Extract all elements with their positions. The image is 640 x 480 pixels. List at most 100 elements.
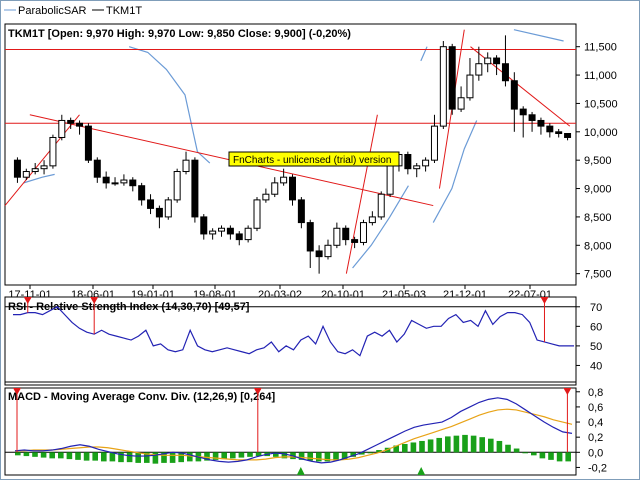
macd-marker-triangle-down [253, 388, 262, 395]
macd-marker-triangle-up [296, 467, 305, 475]
candle-body [200, 216, 208, 235]
macd-histogram-bar [505, 444, 511, 453]
macd-histogram-bar [40, 452, 47, 458]
price-y-tick-label: 8,500 [584, 212, 612, 224]
macd-panel[interactable]: MACD - Moving Average Conv. Div. (12,26,… [4, 387, 577, 476]
macd-histogram-bar [462, 434, 468, 453]
macd-y-tick-label: 0,4 [588, 417, 603, 429]
macd-histogram-bar [453, 435, 460, 453]
macd-series [5, 388, 576, 475]
macd-y-tick-label: 0,2 [588, 432, 603, 444]
macd-histogram-bar [66, 452, 73, 460]
macd-histogram-bar [169, 452, 176, 463]
sar-segment [128, 46, 211, 164]
rsi-line [13, 306, 574, 357]
macd-histogram-bar [333, 452, 339, 461]
macd-histogram-bar [255, 452, 262, 457]
candle-body [209, 230, 217, 235]
sar-segment [23, 173, 55, 184]
candle-body [173, 171, 181, 201]
candle-body [182, 159, 190, 173]
legend-label-price: TKM1T [106, 5, 142, 17]
trend-line [4, 114, 80, 206]
macd-histogram-bar [161, 452, 167, 463]
sar-segment [513, 29, 564, 42]
candle-body [13, 159, 21, 178]
macd-histogram-bar [178, 452, 184, 463]
rsi-y-tick-label: 50 [590, 341, 602, 353]
macd-histogram-bar [23, 452, 30, 457]
rsi-marker-triangle [90, 297, 99, 304]
macd-histogram-bar [144, 452, 150, 463]
macd-histogram-bar [341, 452, 348, 460]
macd-histogram-bar [488, 438, 494, 453]
price-y-tick-label: 7,500 [584, 269, 612, 281]
candle-body [40, 165, 48, 170]
macd-histogram-bar [58, 452, 64, 459]
macd-y-tick-label: 0,8 [588, 387, 603, 399]
candle-body [226, 227, 234, 235]
candle-body [413, 165, 421, 170]
macd-histogram-bar [565, 452, 571, 462]
watermark-text: FnCharts - unlicensed (trial) version [233, 155, 391, 166]
macd-panel-title: MACD - Moving Average Conv. Div. (12,26,… [8, 391, 275, 403]
candle-body [102, 176, 110, 184]
rsi-series [5, 297, 576, 383]
candle-body [359, 222, 367, 243]
price-panel[interactable]: TKM1T [Open: 9,970 High: 9,970 Low: 9,85… [4, 23, 577, 286]
candle-body [510, 80, 518, 110]
candle-body [493, 57, 501, 65]
candle-body [22, 171, 30, 178]
candle-body [430, 125, 438, 161]
macd-signal-line [15, 408, 573, 461]
macd-histogram-bar [187, 452, 193, 462]
price-panel-title: TKM1T [Open: 9,970 High: 9,970 Low: 9,85… [8, 28, 351, 40]
candle-body [519, 108, 527, 116]
candle-body [386, 165, 394, 195]
candle-body [315, 250, 323, 258]
macd-histogram-bar [419, 440, 425, 453]
candle-body [253, 199, 261, 229]
macd-histogram-bar [135, 452, 141, 463]
candle-body [439, 46, 447, 127]
candle-body [324, 244, 332, 258]
parabolic-sar-series [23, 29, 564, 269]
candle-body [235, 233, 243, 241]
rsi-panel[interactable]: RSI - Relative Strength Index (14,30,70)… [4, 296, 577, 386]
macd-histogram-bar [204, 452, 210, 461]
candle-body [351, 239, 359, 243]
candle-body [164, 199, 172, 218]
macd-histogram-bar [402, 443, 408, 453]
macd-histogram-bar [212, 452, 219, 460]
trend-line [345, 114, 378, 274]
macd-histogram-bar [496, 440, 503, 453]
candle-body [111, 182, 119, 185]
candle-body [191, 159, 199, 218]
macd-histogram-bar [273, 452, 279, 457]
macd-histogram-bar [548, 452, 554, 460]
price-y-tick-label: 10,000 [584, 127, 618, 139]
macd-histogram-bar [410, 442, 417, 453]
candle-body [457, 97, 465, 110]
candle-body [218, 227, 226, 232]
macd-histogram-bar [376, 450, 382, 453]
candle-body [333, 227, 341, 246]
watermark-box [228, 151, 400, 167]
candle-body [475, 63, 483, 76]
macd-histogram-bar [92, 452, 98, 461]
price-y-tick-label: 10,500 [584, 98, 618, 110]
candle-body [67, 119, 75, 124]
candle-body [93, 159, 101, 178]
macd-histogram-bar [393, 445, 399, 453]
candle-body [466, 74, 474, 99]
macd-histogram-bar [436, 437, 442, 453]
macd-y-tick-label: -0,2 [588, 462, 607, 474]
macd-histogram-bar [531, 452, 537, 456]
rsi-y-tick-label: 40 [590, 360, 602, 372]
macd-histogram-bar [221, 452, 227, 460]
macd-y-tick-label: 0,6 [588, 402, 603, 414]
candle-body [138, 185, 146, 201]
macd-histogram-bar [324, 452, 331, 462]
rsi-panel-frame [4, 296, 577, 386]
candle-body [528, 114, 536, 121]
